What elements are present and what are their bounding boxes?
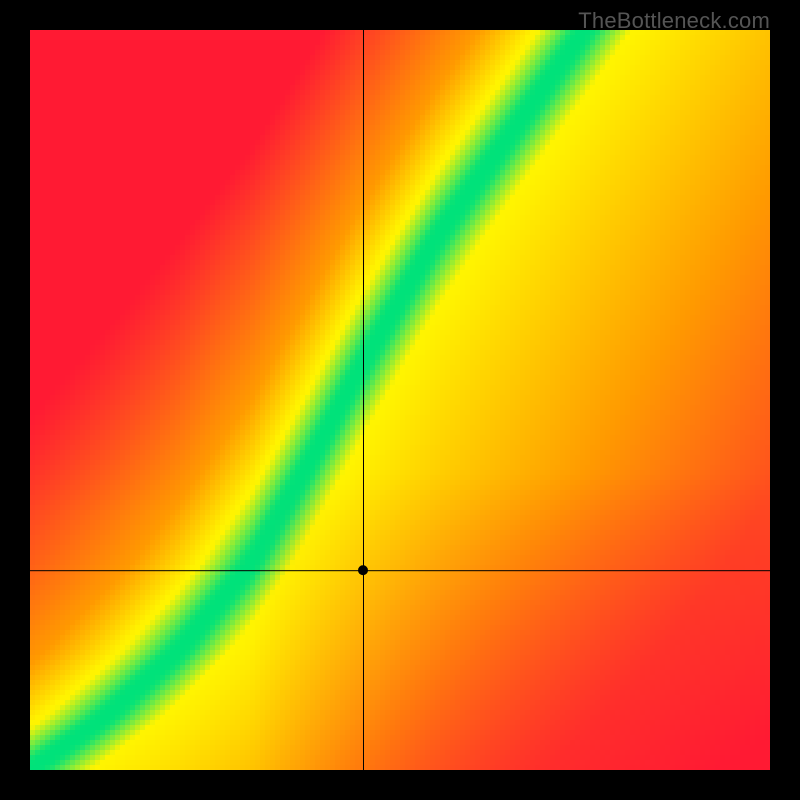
heatmap-plot [30,30,770,770]
heatmap-canvas [30,30,770,770]
watermark-text: TheBottleneck.com [578,8,770,34]
chart-container: TheBottleneck.com [0,0,800,800]
